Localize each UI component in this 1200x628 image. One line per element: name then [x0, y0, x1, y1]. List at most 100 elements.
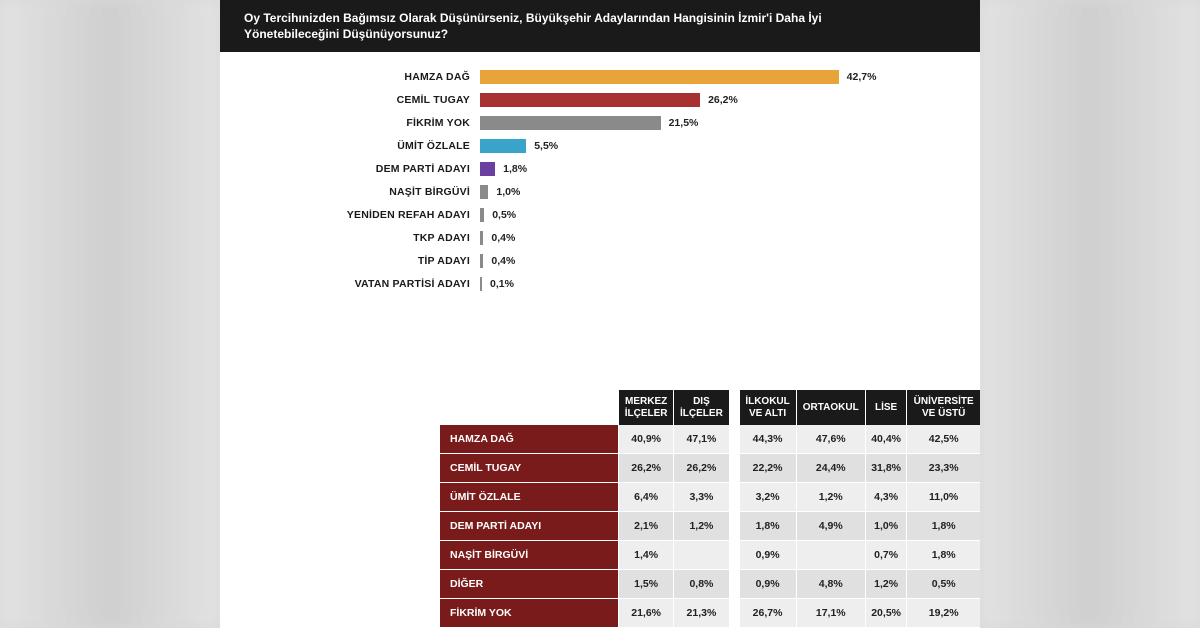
table-row: HAMZA DAĞ40,9%47,1% 44,3%47,6%40,4%42,5% — [440, 425, 980, 454]
table-cell: 1,4% — [619, 541, 674, 570]
table-row: DEM PARTİ ADAYI2,1%1,2%1,8%4,9%1,0%1,8% — [440, 512, 980, 541]
table-cell: 26,2% — [674, 454, 729, 483]
chart-row-label: TKP ADAYI — [220, 232, 480, 244]
chart-row-label: YENİDEN REFAH ADAYI — [220, 209, 480, 221]
table-cell: 4,9% — [796, 512, 865, 541]
chart-row: DEM PARTİ ADAYI1,8% — [220, 158, 980, 179]
table-row-header: HAMZA DAĞ — [440, 425, 619, 454]
chart-bar — [480, 116, 661, 130]
table-cell: 1,8% — [907, 512, 980, 541]
table-cell: 4,8% — [796, 570, 865, 599]
table-cell: 47,1% — [674, 425, 729, 454]
chart-row: TKP ADAYI0,4% — [220, 227, 980, 248]
table-cell: 20,5% — [865, 599, 906, 628]
table-col-gap — [729, 454, 740, 483]
table-cell — [674, 541, 729, 570]
table-row-header: NAŞİT BİRGÜVİ — [440, 541, 619, 570]
table-cell: 3,2% — [739, 483, 796, 512]
table-row: FİKRİM YOK21,6%21,3%26,7%17,1%20,5%19,2% — [440, 599, 980, 628]
table-col-header: MERKEZİLÇELER — [619, 390, 674, 425]
chart-row: VATAN PARTİSİ ADAYI0,1% — [220, 273, 980, 294]
table-col-header: ÜNİVERSİTEVE ÜSTÜ — [907, 390, 980, 425]
table-col-gap — [729, 541, 740, 570]
table-row-header: DİĞER — [440, 570, 619, 599]
table-col-gap — [729, 599, 740, 628]
table-cell: 19,2% — [907, 599, 980, 628]
chart-bar — [480, 277, 482, 291]
table-cell: 1,5% — [619, 570, 674, 599]
chart-bar-wrap: 5,5% — [480, 139, 980, 153]
table-cell: 22,2% — [739, 454, 796, 483]
table-cell: 2,1% — [619, 512, 674, 541]
table-col-header: DIŞİLÇELER — [674, 390, 729, 425]
table-col-gap — [729, 570, 740, 599]
chart-row-label: DEM PARTİ ADAYI — [220, 163, 480, 175]
table-cell: 0,8% — [674, 570, 729, 599]
chart-bar-wrap: 0,5% — [480, 208, 980, 222]
chart-bar-wrap: 26,2% — [480, 93, 980, 107]
chart-bar-wrap: 21,5% — [480, 116, 980, 130]
chart-row-label: ÜMİT ÖZLALE — [220, 140, 480, 152]
table-row-header: CEMİL TUGAY — [440, 454, 619, 483]
table-cell: 6,4% — [619, 483, 674, 512]
chart-row: YENİDEN REFAH ADAYI 0,5% — [220, 204, 980, 225]
table-cell: 0,9% — [739, 570, 796, 599]
table-cell: 1,2% — [674, 512, 729, 541]
chart-value-label: 21,5% — [669, 117, 699, 129]
chart-value-label: 1,0% — [496, 186, 520, 198]
table-cell: 26,2% — [619, 454, 674, 483]
table-col-header: ORTAOKUL — [796, 390, 865, 425]
chart-bar-wrap: 0,1% — [480, 277, 980, 291]
chart-row: CEMİL TUGAY26,2% — [220, 89, 980, 110]
table-col-header: LİSE — [865, 390, 906, 425]
table-cell: 40,4% — [865, 425, 906, 454]
table-col-gap — [729, 390, 740, 425]
table-cell: 47,6% — [796, 425, 865, 454]
bar-chart: HAMZA DAĞ 42,7% CEMİL TUGAY26,2%FİKRİM YOK… — [220, 66, 980, 296]
chart-value-label: 26,2% — [708, 94, 738, 106]
table-cell: 40,9% — [619, 425, 674, 454]
table-cell: 0,9% — [739, 541, 796, 570]
table-cell: 0,5% — [907, 570, 980, 599]
chart-row: NAŞİT BİRGÜVİ1,0% — [220, 181, 980, 202]
table-cell: 23,3% — [907, 454, 980, 483]
table-cell: 1,8% — [907, 541, 980, 570]
chart-value-label: 0,5% — [492, 209, 516, 221]
chart-value-label: 5,5% — [534, 140, 558, 152]
table-row-header: ÜMİT ÖZLALE — [440, 483, 619, 512]
chart-bar-wrap: 1,8% — [480, 162, 980, 176]
table-row-header: DEM PARTİ ADAYI — [440, 512, 619, 541]
background-blur-left — [0, 0, 220, 628]
table-cell: 1,2% — [796, 483, 865, 512]
chart-row-label: HAMZA DAĞ — [220, 71, 480, 83]
chart-value-label: 42,7% — [847, 71, 877, 83]
table-cell: 3,3% — [674, 483, 729, 512]
chart-value-label: 0,1% — [490, 278, 514, 290]
question-title: Oy Tercihınizden Bağımsız Olarak Düşünür… — [220, 0, 980, 52]
table-col-gap — [729, 483, 740, 512]
table-cell: 31,8% — [865, 454, 906, 483]
table-cell: 11,0% — [907, 483, 980, 512]
chart-bar-wrap: 0,4% — [480, 231, 980, 245]
table-cell: 26,7% — [739, 599, 796, 628]
table-cell: 42,5% — [907, 425, 980, 454]
chart-row: TİP ADAYI 0,4% — [220, 250, 980, 271]
slide-content: Oy Tercihınizden Bağımsız Olarak Düşünür… — [220, 0, 980, 628]
table-row: ÜMİT ÖZLALE6,4%3,3%3,2%1,2%4,3%11,0% — [440, 483, 980, 512]
background-blur-right — [980, 0, 1200, 628]
chart-row: FİKRİM YOK21,5% — [220, 112, 980, 133]
chart-bar — [480, 208, 484, 222]
chart-row-label: TİP ADAYI — [220, 255, 480, 267]
chart-bar-wrap: 42,7% — [480, 70, 980, 84]
chart-bar — [480, 139, 526, 153]
chart-value-label: 0,4% — [491, 255, 515, 267]
table-cell: 44,3% — [739, 425, 796, 454]
table-row: CEMİL TUGAY26,2%26,2%22,2%24,4%31,8%23,3… — [440, 454, 980, 483]
table-cell: 1,0% — [865, 512, 906, 541]
chart-bar — [480, 254, 483, 268]
table-col-header: İLKOKULVE ALTI — [739, 390, 796, 425]
chart-bar — [480, 70, 839, 84]
chart-row: ÜMİT ÖZLALE 5,5% — [220, 135, 980, 156]
table-cell: 1,8% — [739, 512, 796, 541]
breakdown-table: MERKEZİLÇELERDIŞİLÇELER İLKOKULVE ALTIORT… — [440, 390, 980, 628]
